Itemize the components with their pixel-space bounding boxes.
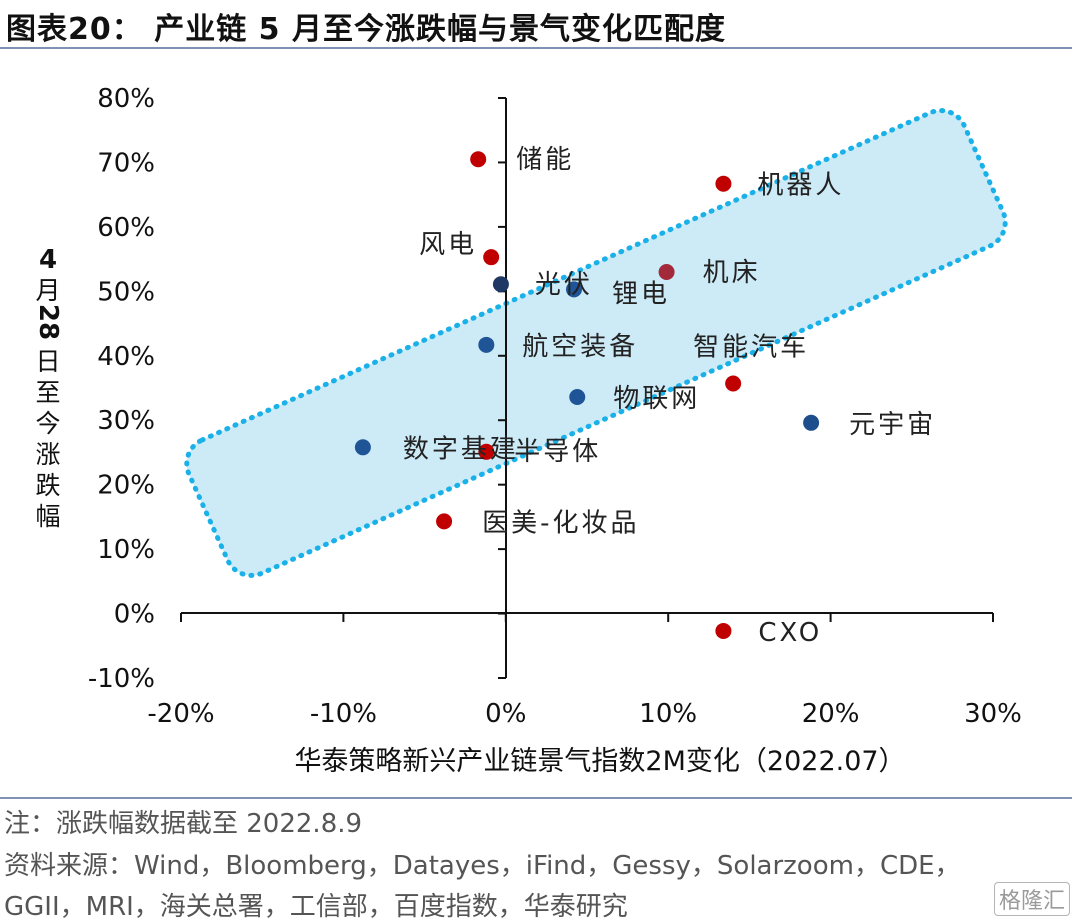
data-label: 半导体 <box>514 437 601 467</box>
data-point <box>715 175 732 192</box>
data-label: 机器人 <box>757 171 844 201</box>
data-point <box>492 276 509 293</box>
title-divider <box>0 47 1072 49</box>
data-label: 储能 <box>516 145 574 175</box>
source-line-1: 资料来源：Wind，Bloomberg，Datayes，iFind，Gessy，… <box>4 851 961 881</box>
x-tick-label: 30% <box>964 699 1022 729</box>
data-point <box>436 513 453 530</box>
data-label: 智能汽车 <box>693 332 809 362</box>
source-line-2: GGII，MRI，海关总署，工信部，百度指数，华泰研究 <box>4 892 628 922</box>
data-label: 数字基建 <box>403 434 519 464</box>
data-point <box>658 264 675 280</box>
data-label: 锂电 <box>612 279 670 309</box>
y-tick-label: -10% <box>88 664 155 694</box>
y-tick-label: 50% <box>97 277 155 307</box>
note-line: 注：涨跌幅数据截至 2022.8.9 <box>4 809 363 839</box>
data-point <box>354 439 371 456</box>
data-point <box>483 249 500 266</box>
y-axis-label-char: 月 <box>35 276 60 305</box>
bottom-divider <box>0 797 1072 799</box>
data-label: 风电 <box>419 230 477 260</box>
y-axis-label-char: 28 <box>33 304 63 340</box>
data-label: 航空装备 <box>522 332 638 362</box>
x-tick-label: 0% <box>485 699 526 729</box>
x-axis-label: 华泰策略新兴产业链景气指数2M变化（2022.07） <box>294 746 905 777</box>
y-axis-label-char: 4 <box>39 245 57 275</box>
y-tick-label: 30% <box>97 406 155 436</box>
y-tick-label: 60% <box>97 213 155 243</box>
x-tick-label: 10% <box>639 699 697 729</box>
data-label: 元宇宙 <box>849 410 936 440</box>
y-tick-label: 70% <box>97 148 155 178</box>
x-tick-label: -20% <box>147 699 214 729</box>
y-axis-label-char: 日 <box>35 347 60 376</box>
data-label: 光伏 <box>535 270 593 300</box>
data-label: 物联网 <box>613 384 700 414</box>
data-label: 机床 <box>703 258 761 288</box>
y-tick-label: 40% <box>97 342 155 372</box>
x-tick-label: 20% <box>802 699 860 729</box>
data-label: 医美-化妆品 <box>482 508 639 538</box>
y-tick-label: 10% <box>97 535 155 565</box>
y-tick-label: 20% <box>97 471 155 501</box>
data-point <box>478 443 495 460</box>
y-axis-label-char: 涨 <box>35 440 60 469</box>
data-point <box>715 622 732 639</box>
y-axis-label-char: 跌 <box>35 471 60 500</box>
x-tick-label: -10% <box>310 699 377 729</box>
data-point <box>478 336 495 353</box>
data-point <box>470 151 487 168</box>
data-point <box>803 414 820 431</box>
y-axis-label-char: 今 <box>35 409 60 438</box>
data-point <box>569 389 586 406</box>
data-label: CXO <box>758 618 822 648</box>
data-point <box>566 281 583 298</box>
scatter-chart: -20% -10% 0% 10% 20% 30%80%70%60%50%40%30%20%… <box>33 84 1022 777</box>
y-tick-label: 0% <box>114 600 155 630</box>
watermark-logo: 格隆汇 <box>993 882 1070 916</box>
highlight-band <box>184 108 1008 578</box>
data-point <box>725 375 742 392</box>
y-axis-label-char: 幅 <box>35 502 60 531</box>
y-axis-label-char: 至 <box>35 378 60 407</box>
y-tick-label: 80% <box>97 84 155 114</box>
chart-title: 图表20： 产业链 5 月至今涨跌幅与景气变化匹配度 <box>6 12 726 47</box>
